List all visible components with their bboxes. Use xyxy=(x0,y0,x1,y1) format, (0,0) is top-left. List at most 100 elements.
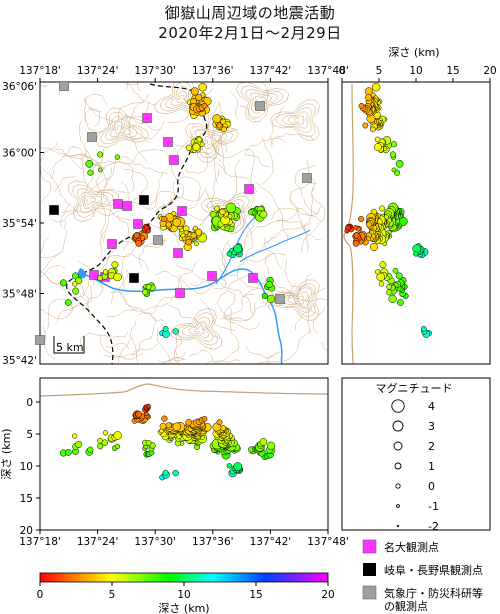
epicenter-marker xyxy=(220,225,226,231)
map-lon-tick-label: 137°24' xyxy=(77,65,119,77)
jma-station-label-line2: の観測点 xyxy=(384,599,428,613)
seismic-station-marker xyxy=(275,294,285,304)
depth-bottom-lon-tick-label: 137°48' xyxy=(307,536,349,548)
hypocenter-marker xyxy=(72,433,78,439)
hypocenter-marker xyxy=(373,143,382,152)
magnitude-label: 0 xyxy=(428,480,435,493)
depth-colorbar: 0 5 10 15 20 深さ (km) xyxy=(37,572,335,614)
seismic-station-marker xyxy=(113,199,123,209)
depth-bottom-lon-tick-label: 137°42' xyxy=(250,536,292,548)
depth-bottom-lon-tick-label: 137°36' xyxy=(192,536,234,548)
epicenter-marker xyxy=(198,82,207,92)
depth-bottom-lon-tick-label: 137°24' xyxy=(77,536,119,548)
seismic-station-marker xyxy=(89,270,99,280)
depth-bottom-hypocenters xyxy=(59,403,276,481)
depth-right-title: 深さ (km) xyxy=(388,46,439,59)
hypocenter-marker xyxy=(386,284,392,290)
hypocenter-marker xyxy=(216,419,223,426)
scale-label: 5 km xyxy=(56,341,84,354)
colorbar-tick-label: 10 xyxy=(177,589,190,601)
epicenter-marker xyxy=(135,240,143,247)
seismic-station-marker xyxy=(133,219,143,229)
jma-station-swatch xyxy=(362,585,377,600)
seismic-station-marker xyxy=(207,271,217,281)
epicenter-marker xyxy=(114,154,121,160)
depth-bottom-lon-tick-label: 137°18' xyxy=(19,536,61,548)
hypocenter-marker xyxy=(371,82,381,92)
nagoya-station-swatch xyxy=(362,539,377,554)
seismic-station-marker xyxy=(173,248,183,258)
magnitude-label: 4 xyxy=(428,400,435,413)
epicenter-marker xyxy=(185,144,192,151)
hypocenter-marker xyxy=(64,449,72,456)
colorbar-label: 深さ (km) xyxy=(158,602,209,614)
hypocenter-marker xyxy=(145,403,151,409)
epicenter-marker xyxy=(145,284,152,290)
epicenter-marker xyxy=(75,277,83,285)
epicenter-marker xyxy=(97,275,103,281)
depth-bottom-ytick-label: 20 xyxy=(20,525,33,537)
hypocenter-marker xyxy=(226,463,232,469)
seismic-station-marker xyxy=(248,273,258,283)
hypocenter-marker xyxy=(378,281,385,287)
hypocenter-marker xyxy=(362,122,369,129)
epicenter-marker xyxy=(259,210,268,219)
hypocenter-marker xyxy=(353,232,360,239)
hypocenter-marker xyxy=(266,441,276,450)
depth-right-hypocenters xyxy=(344,82,433,338)
epicenter-marker xyxy=(192,143,201,152)
hypocenter-marker xyxy=(395,159,404,168)
hypocenter-marker xyxy=(390,141,398,148)
map-axis: 137°18' 137°24' 137°30' 137°36' 137°42' 137°4… xyxy=(2,65,349,367)
map-lat-tick-label: 35°48' xyxy=(2,289,37,301)
seismic-station-marker xyxy=(49,205,59,215)
epicenter-marker xyxy=(64,299,72,306)
seismic-station-marker xyxy=(35,335,45,345)
depth-right-tick-label: 10 xyxy=(409,65,422,77)
epicenter-marker xyxy=(201,102,208,109)
hypocenter-marker xyxy=(233,462,243,471)
epicenter-marker xyxy=(102,269,109,275)
river-branch xyxy=(239,229,311,263)
epicenter-marker xyxy=(85,159,94,168)
seismic-station-marker xyxy=(59,81,69,91)
magnitude-label: -1 xyxy=(428,500,439,513)
scale-bar: 5 km xyxy=(53,336,85,354)
hypocenter-marker xyxy=(365,94,372,101)
hypocenter-marker xyxy=(392,267,399,274)
hypocenter-marker xyxy=(397,299,404,306)
magnitude-label: -2 xyxy=(428,520,439,533)
seismic-station-marker xyxy=(302,173,312,183)
depth-bottom-ytick-label: 5 xyxy=(26,429,33,441)
epicenter-marker xyxy=(59,279,67,287)
epicenter-marker xyxy=(219,208,226,216)
hypocenter-marker xyxy=(172,422,182,432)
map-lon-tick-label: 137°36' xyxy=(192,65,234,77)
epicenter-marker xyxy=(190,87,199,96)
hypocenter-marker xyxy=(391,167,397,173)
hypocenter-marker xyxy=(113,431,122,440)
depth-right-panel: 深さ (km) 0 5 10 15 20 xyxy=(339,46,497,365)
seismic-station-marker xyxy=(244,184,254,194)
river xyxy=(77,268,283,364)
station-layer xyxy=(35,81,312,345)
hypocenter-marker xyxy=(375,269,381,275)
hypocenter-marker xyxy=(97,437,103,444)
magnitude-symbol xyxy=(392,420,404,432)
map-lon-tick-label: 137°30' xyxy=(134,65,176,77)
hypocenter-marker xyxy=(388,294,397,304)
epicenter-marker xyxy=(97,167,103,173)
colorbar-tick-label: 15 xyxy=(249,589,262,601)
seismic-station-marker xyxy=(255,101,265,111)
hypocenter-marker xyxy=(185,419,192,426)
seismic-station-marker xyxy=(142,113,152,123)
magnitude-legend-title: マグニチュード xyxy=(376,381,453,395)
epicenter-marker xyxy=(97,151,104,158)
epicenter-layer xyxy=(59,82,276,338)
hypocenter-marker xyxy=(159,422,167,430)
map-lat-tick-label: 35°42' xyxy=(2,355,37,367)
epicenter-marker xyxy=(194,241,200,247)
epicenter-marker xyxy=(165,221,172,228)
